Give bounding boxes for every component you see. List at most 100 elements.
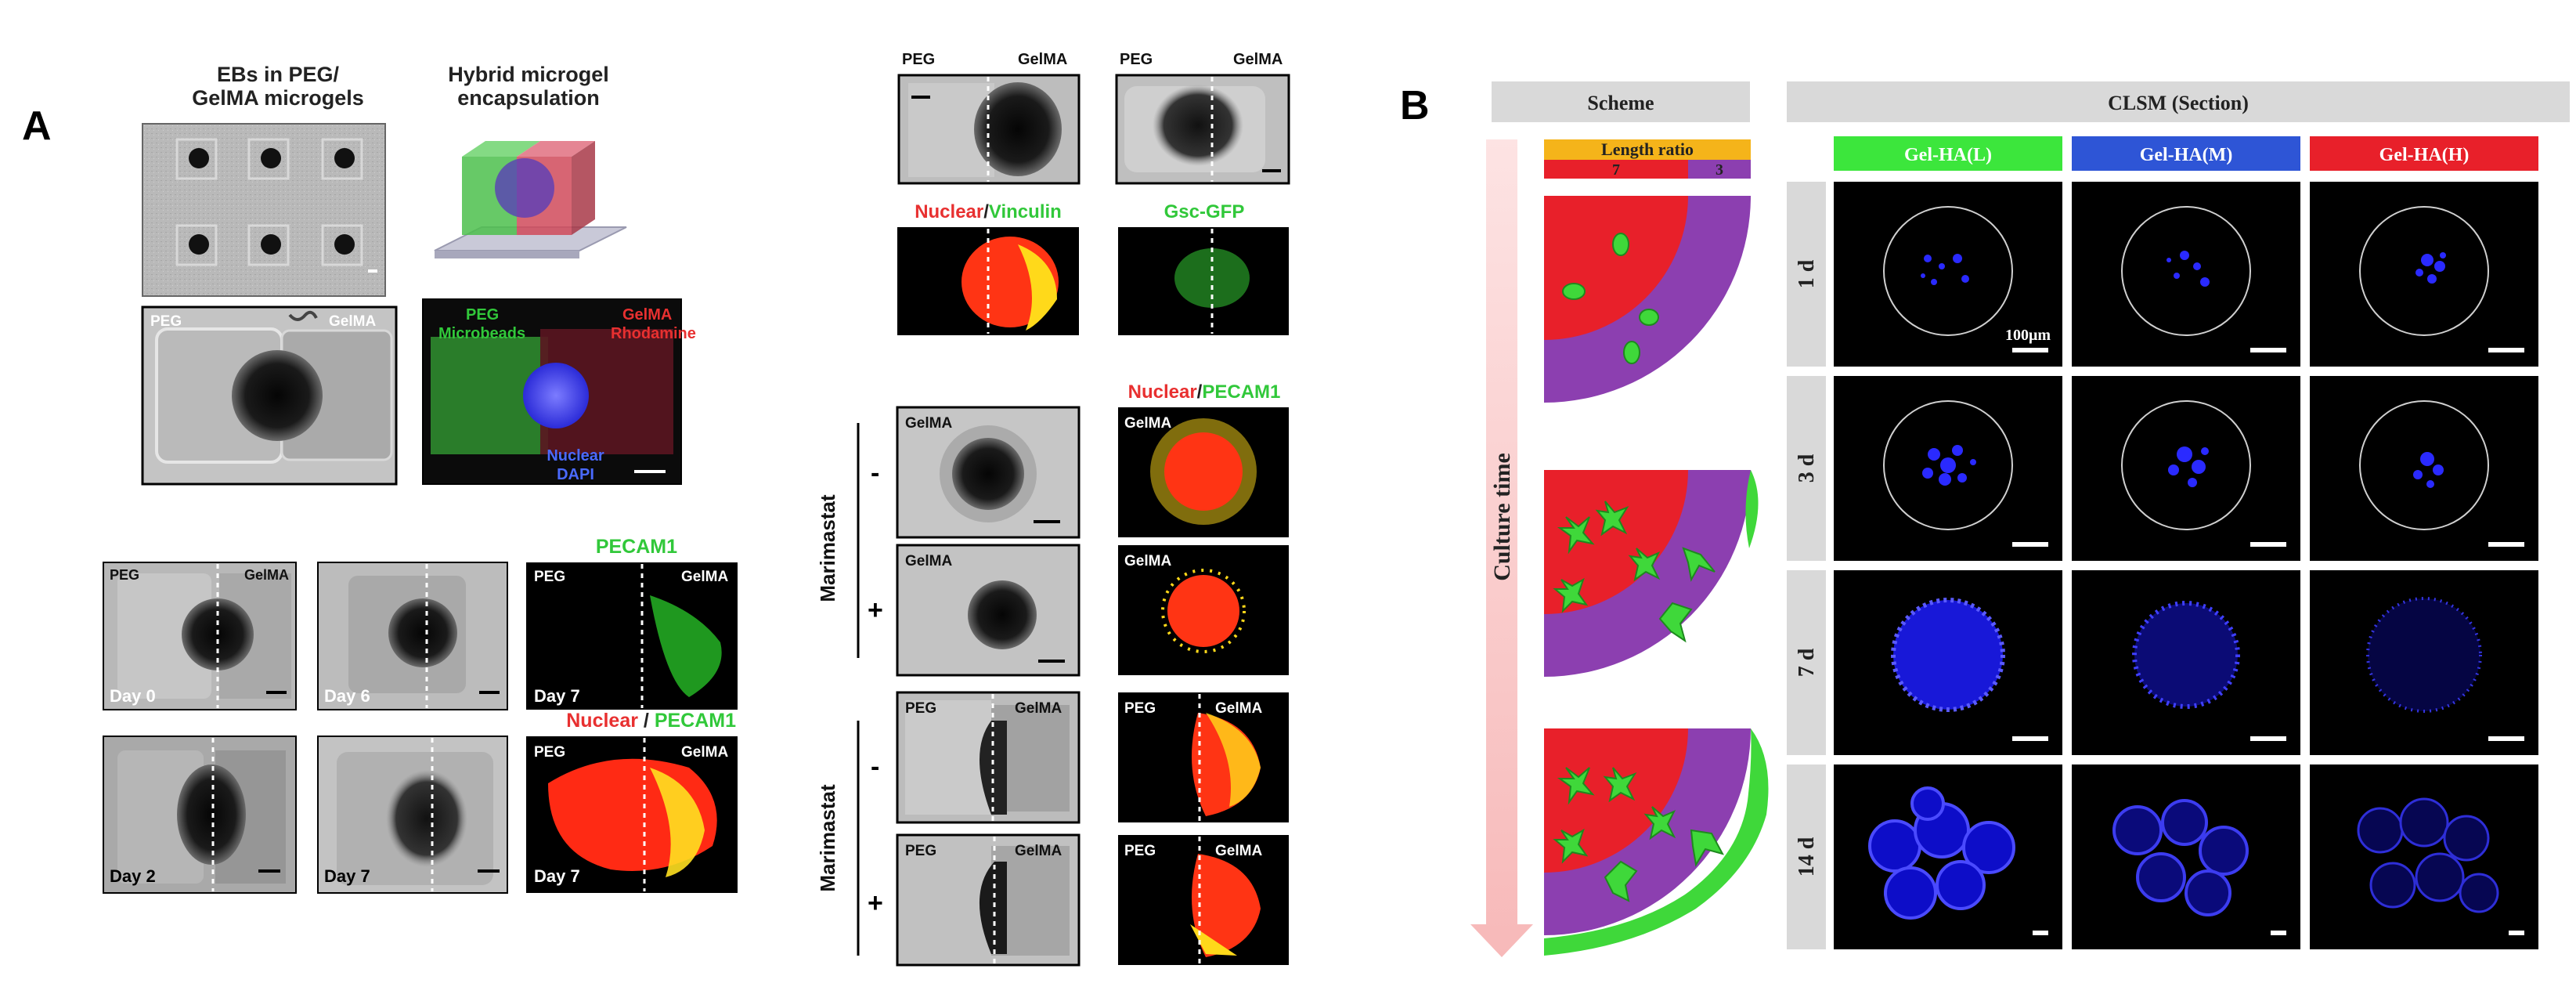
- fluo-nuclear-label: Nuclear: [547, 447, 604, 464]
- day0-gelma: GelMA: [244, 567, 289, 583]
- right-top-bf-2: PEG GelMA: [1115, 51, 1290, 185]
- plus-2: +: [868, 888, 883, 918]
- clsm-header-text: CLSM (Section): [2108, 92, 2249, 114]
- mm1-gelma: GelMA: [905, 415, 952, 432]
- row-labels: 1 d 3 d 7 d 14 d: [1787, 182, 1826, 949]
- timecourse-day0: PEG GelMA Day 0: [103, 562, 297, 710]
- scheme-quadrant-3: [1544, 728, 1769, 956]
- length-ratio-bar: Length ratio 7 3: [1544, 139, 1751, 179]
- vinculin-image: [897, 227, 1079, 335]
- scale-100um: 100μm: [2005, 327, 2051, 344]
- row-14d: 14 d: [1795, 837, 1819, 877]
- col-m-text: Gel-HA(M): [2140, 145, 2233, 165]
- nuc-peg: PEG: [534, 744, 565, 761]
- column-header-l: Gel-HA(L): [1834, 136, 2062, 171]
- scheme-quadrant-2: [1544, 470, 1759, 677]
- fluo-rhodamine-label: Rhodamine: [611, 325, 696, 342]
- timecourse-day6: Day 6: [317, 562, 508, 710]
- fluo-dapi-label: DAPI: [557, 466, 594, 483]
- title-hybrid-2: encapsulation: [457, 86, 600, 110]
- mm3-fluo: PEG GelMA: [1118, 692, 1289, 822]
- plus-1: +: [868, 595, 883, 625]
- mm3-peg: PEG: [905, 700, 936, 717]
- minus-2: -: [871, 752, 879, 782]
- mm3-bf: PEG GelMA: [896, 691, 1081, 824]
- marimastat-minus-fluo: GelMA: [1118, 407, 1289, 537]
- timecourse-pecam1-day7: PECAM1 PEG GelMA Day 7: [526, 536, 738, 710]
- mm4-fluo: PEG GelMA: [1118, 835, 1289, 965]
- hybrid-cube-diagram: [434, 141, 627, 258]
- title-hybrid: Hybrid microgel: [448, 63, 609, 86]
- nuc-pecam-title: Nuclear / PECAM1: [566, 710, 736, 732]
- mm3f-gelma: GelMA: [1215, 700, 1262, 717]
- scheme-header-text: Scheme: [1587, 92, 1654, 114]
- pecam-gelma: GelMA: [681, 569, 728, 585]
- marimastat-plus-fluo: GelMA: [1118, 545, 1289, 675]
- t1-gelma: GelMA: [1018, 51, 1067, 68]
- gsc-title: Gsc-GFP: [1164, 201, 1245, 222]
- day0-peg: PEG: [110, 567, 139, 583]
- title-ebs: EBs in PEG/: [217, 63, 340, 86]
- fluo-peg-label: PEG: [466, 306, 499, 324]
- mm1f-gelma: GelMA: [1124, 415, 1171, 432]
- clsm-grid: 100μm: [1834, 182, 2538, 949]
- t2-peg: PEG: [1120, 51, 1153, 68]
- mm4-bf: PEG GelMA: [896, 833, 1081, 967]
- microgel-array-image: [142, 123, 386, 297]
- scheme-header: Scheme: [1492, 81, 1750, 122]
- culture-time-label: Culture time: [1489, 453, 1515, 581]
- clsm-header: CLSM (Section): [1787, 81, 2570, 122]
- day7a-label: Day 7: [534, 686, 580, 706]
- ratio-right-3: 3: [1716, 161, 1723, 179]
- day6-label: Day 6: [324, 686, 370, 706]
- column-header-m: Gel-HA(M): [2072, 136, 2300, 171]
- timecourse-day2: Day 2: [103, 736, 297, 894]
- marimastat-label-1: Marimastat: [816, 494, 839, 602]
- marimastat-plus-bf: GelMA: [896, 544, 1081, 677]
- t1-peg: PEG: [902, 51, 935, 68]
- row-3d: 3 d: [1795, 454, 1819, 483]
- title-ebs-2: GelMA microgels: [192, 86, 364, 110]
- mm4-peg: PEG: [905, 843, 936, 859]
- marimastat-label-2: Marimastat: [816, 784, 839, 892]
- bright-gelma-label: GelMA: [329, 313, 376, 330]
- marimastat-group-2: Marimastat - +: [816, 721, 883, 956]
- panel-a-label: A: [22, 103, 52, 149]
- culture-time-arrow: Culture time: [1470, 139, 1533, 957]
- timecourse-day7-bf: Day 7: [317, 736, 508, 894]
- pecam1-title: PECAM1: [596, 536, 677, 558]
- pecam-peg: PEG: [534, 569, 565, 585]
- scheme-quadrant-1: [1544, 196, 1751, 403]
- mm2-gelma: GelMA: [905, 553, 952, 569]
- col-h-text: Gel-HA(H): [2379, 145, 2470, 165]
- t2-gelma: GelMA: [1233, 51, 1283, 68]
- gsc-gfp-image: [1118, 227, 1289, 335]
- fluo-microbeads-label: Microbeads: [438, 325, 525, 342]
- marimastat-minus-bf: GelMA: [896, 406, 1081, 539]
- row-7d: 7 d: [1795, 648, 1819, 677]
- day2-label: Day 2: [110, 866, 156, 886]
- ratio-left-7: 7: [1612, 161, 1620, 179]
- day7c-label: Day 7: [534, 866, 580, 886]
- column-header-h: Gel-HA(H): [2310, 136, 2538, 171]
- timecourse-nuclear-pecam1: Nuclear / PECAM1 PEG GelMA Day 7: [526, 710, 738, 893]
- row-1d: 1 d: [1795, 259, 1819, 288]
- fluorescent-hybrid-image: PEG Microbeads GelMA Rhodamine Nuclear D…: [422, 298, 696, 485]
- right-top-bf-1: PEG GelMA: [897, 51, 1081, 185]
- mm3-gelma: GelMA: [1015, 700, 1062, 717]
- day7b-label: Day 7: [324, 866, 370, 886]
- mm4f-peg: PEG: [1124, 843, 1156, 859]
- fluo-gelma-label: GelMA: [622, 306, 672, 324]
- bright-peg-label: PEG: [150, 313, 182, 330]
- mm2f-gelma: GelMA: [1124, 553, 1171, 569]
- length-ratio-label: Length ratio: [1601, 139, 1694, 159]
- day0-label: Day 0: [110, 686, 156, 706]
- panel-b-label: B: [1400, 83, 1430, 128]
- nuc-gelma: GelMA: [681, 744, 728, 761]
- mm4-gelma: GelMA: [1015, 843, 1062, 859]
- pecam-right-title: Nuclear/PECAM1: [1128, 381, 1281, 403]
- mm4f-gelma: GelMA: [1215, 843, 1262, 859]
- marimastat-group-1: Marimastat - +: [816, 423, 883, 658]
